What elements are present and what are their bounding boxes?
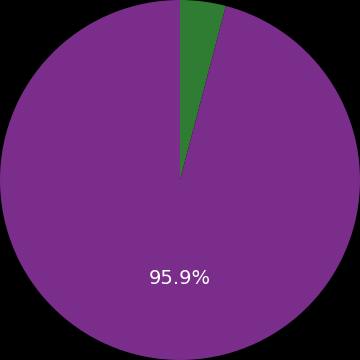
Wedge shape [180, 0, 226, 180]
Text: 95.9%: 95.9% [149, 270, 211, 288]
